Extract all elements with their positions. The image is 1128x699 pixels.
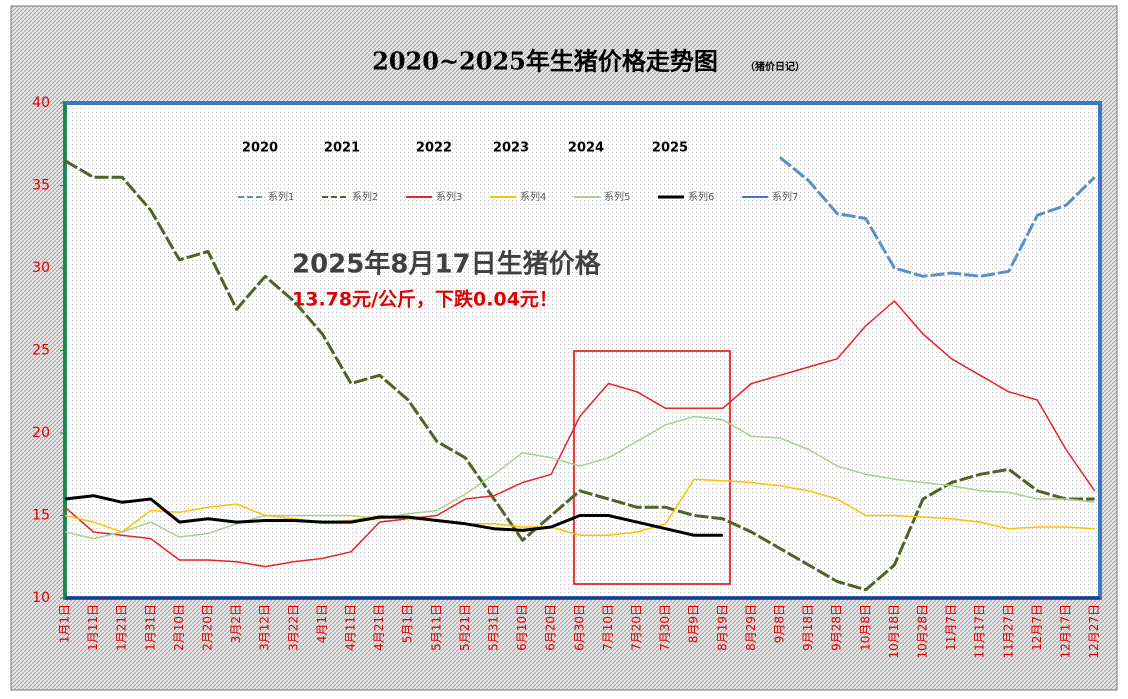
legend-label: 系列1 [268, 190, 294, 203]
x-tick-label: 1月31日 [143, 604, 157, 651]
x-tick-label: 1月11日 [86, 604, 100, 651]
x-tick-label: 12月7日 [1030, 604, 1044, 651]
year-label: 2024 [568, 141, 604, 156]
series-line [779, 156, 1096, 278]
x-tick-label: 8月9日 [687, 604, 701, 643]
x-tick-label: 2月10日 [172, 604, 186, 651]
x-tick-label: 11月27日 [1001, 604, 1015, 659]
x-tick-label: 7月10日 [601, 604, 615, 651]
legend-label: 系列2 [352, 190, 378, 203]
series-line [64, 159, 1095, 592]
year-label: 2023 [493, 141, 529, 156]
x-tick-label: 6月30日 [572, 604, 586, 651]
series-line [64, 478, 1095, 537]
legend-label: 系列7 [772, 190, 798, 203]
x-tick-label: 8月19日 [715, 604, 729, 651]
x-tick-label: 9月28日 [830, 604, 844, 651]
y-tick-label: 25 [32, 343, 50, 359]
x-tick-label: 5月11日 [429, 604, 443, 651]
x-tick-label: 11月7日 [944, 604, 958, 651]
x-tick-label: 10月8日 [858, 604, 872, 651]
series-line [64, 415, 1095, 540]
y-tick-label: 20 [32, 425, 50, 441]
year-label: 2020 [242, 141, 278, 156]
legend-label: 系列3 [436, 190, 462, 203]
legend-label: 系列4 [520, 190, 546, 203]
x-tick-label: 7月30日 [658, 604, 672, 651]
legend-label: 系列6 [688, 190, 714, 203]
x-tick-label: 7月20日 [630, 604, 644, 651]
year-label: 2022 [416, 141, 452, 156]
x-tick-label: 5月31日 [487, 604, 501, 651]
year-label: 2021 [324, 141, 360, 156]
y-tick-label: 35 [32, 178, 50, 194]
x-tick-label: 6月20日 [544, 604, 558, 651]
x-tick-label: 10月28日 [916, 604, 930, 659]
x-tick-label: 9月8日 [773, 604, 787, 643]
x-tick-label: 5月1日 [401, 604, 415, 643]
y-tick-label: 10 [32, 590, 50, 606]
y-tick-label: 40 [32, 95, 50, 111]
legend-label: 系列5 [604, 190, 630, 203]
x-tick-label: 3月12日 [258, 604, 272, 651]
x-tick-label: 12月27日 [1087, 604, 1101, 659]
x-tick-label: 11月17日 [973, 604, 987, 659]
x-tick-label: 10月18日 [887, 604, 901, 659]
highlight-box [573, 350, 731, 585]
x-tick-label: 8月29日 [744, 604, 758, 651]
series-line [64, 494, 723, 537]
x-tick-label: 12月17日 [1059, 604, 1073, 659]
x-tick-label: 6月10日 [515, 604, 529, 651]
annotation: 2025年8月17日生猪价格 [292, 249, 602, 280]
annotation: 13.78元/公斤，下跌0.04元！ [292, 288, 558, 311]
x-tick-label: 1月21日 [115, 604, 129, 651]
x-tick-label: 9月18日 [801, 604, 815, 651]
year-label: 2025 [652, 141, 688, 156]
x-tick-label: 5月21日 [458, 604, 472, 651]
x-tick-label: 4月21日 [372, 604, 386, 651]
y-tick-label: 15 [32, 508, 50, 524]
chart-subtitle: （猪价日记） [745, 60, 805, 73]
chart-title: 2020~2025年生猪价格走势图 [372, 47, 718, 76]
y-tick-label: 30 [32, 260, 50, 276]
x-tick-label: 4月11日 [344, 604, 358, 651]
series-line [64, 300, 1096, 568]
x-tick-label: 1月1日 [58, 604, 72, 643]
x-tick-label: 3月2日 [229, 604, 243, 643]
x-tick-label: 2月20日 [201, 604, 215, 651]
x-tick-label: 3月22日 [286, 604, 300, 651]
x-tick-label: 4月1日 [315, 604, 329, 643]
